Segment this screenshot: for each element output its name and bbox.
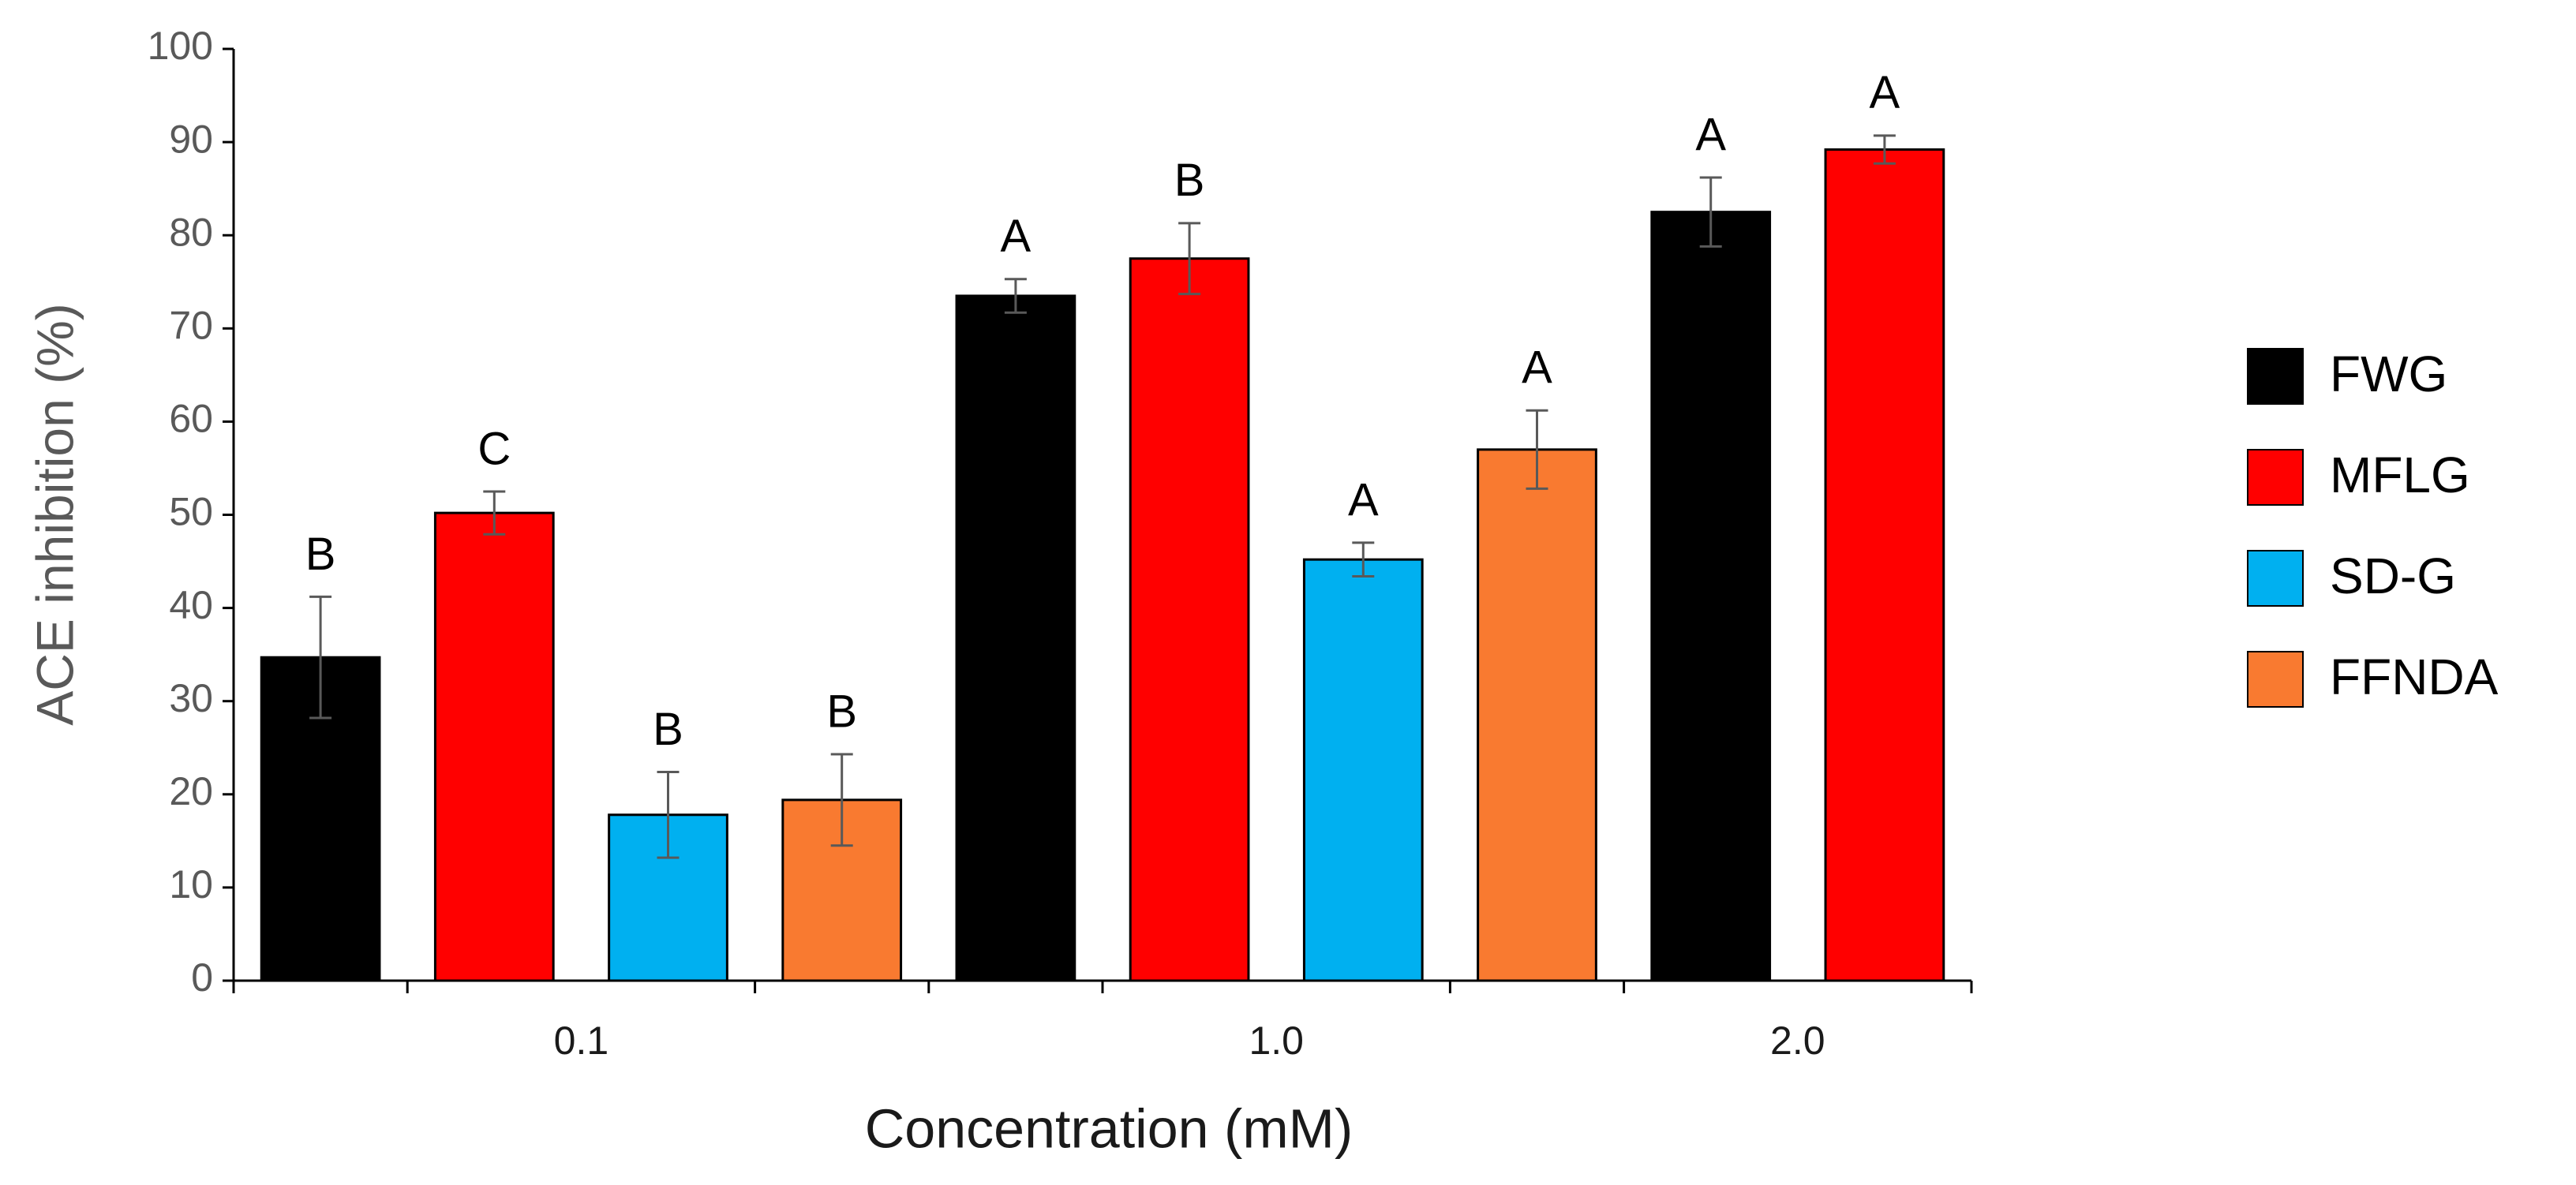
y-tick-label: 20	[169, 769, 213, 813]
significance-letter: A	[1695, 109, 1726, 160]
y-axis-title: ACE inhibition (%)	[25, 303, 84, 726]
legend-label: MFLG	[2330, 447, 2470, 503]
significance-letter: A	[1870, 67, 1900, 118]
significance-letter: B	[653, 704, 683, 755]
y-tick-label: 100	[148, 24, 213, 68]
significance-letter: A	[1348, 474, 1379, 525]
x-tick-label: 2.0	[1770, 1019, 1825, 1063]
y-tick-label: 60	[169, 397, 213, 441]
legend-swatch	[2247, 651, 2304, 708]
y-tick-label: 70	[169, 304, 213, 348]
y-tick-label: 10	[169, 862, 213, 907]
y-tick-label: 50	[169, 490, 213, 534]
x-axis-title: Concentration (mM)	[865, 1097, 1354, 1159]
significance-letter: A	[1001, 211, 1032, 262]
bar	[1129, 257, 1250, 982]
significance-letter: B	[305, 529, 336, 580]
significance-letter: C	[477, 423, 511, 474]
bar	[1650, 211, 1772, 982]
x-tick-label: 1.0	[1249, 1019, 1304, 1063]
bar	[1302, 558, 1424, 982]
bar	[955, 294, 1076, 982]
legend-swatch	[2247, 449, 2304, 506]
y-tick-label: 80	[169, 210, 213, 254]
legend-label: FWG	[2330, 346, 2447, 402]
y-tick-label: 30	[169, 676, 213, 720]
y-tick-label: 0	[191, 955, 213, 1000]
legend-label: SD-G	[2330, 548, 2456, 604]
legend-label: FFNDA	[2330, 649, 2499, 705]
bar	[1477, 448, 1597, 982]
y-tick-label: 40	[169, 583, 213, 627]
legend-swatch	[2247, 550, 2304, 607]
significance-letter: B	[1174, 155, 1205, 206]
significance-letter: B	[826, 686, 857, 737]
significance-letter: A	[1522, 342, 1552, 394]
legend-swatch	[2247, 348, 2304, 405]
bar	[433, 511, 555, 982]
y-tick-label: 90	[169, 117, 213, 161]
bar	[1824, 148, 1945, 982]
x-tick-label: 0.1	[554, 1019, 609, 1063]
